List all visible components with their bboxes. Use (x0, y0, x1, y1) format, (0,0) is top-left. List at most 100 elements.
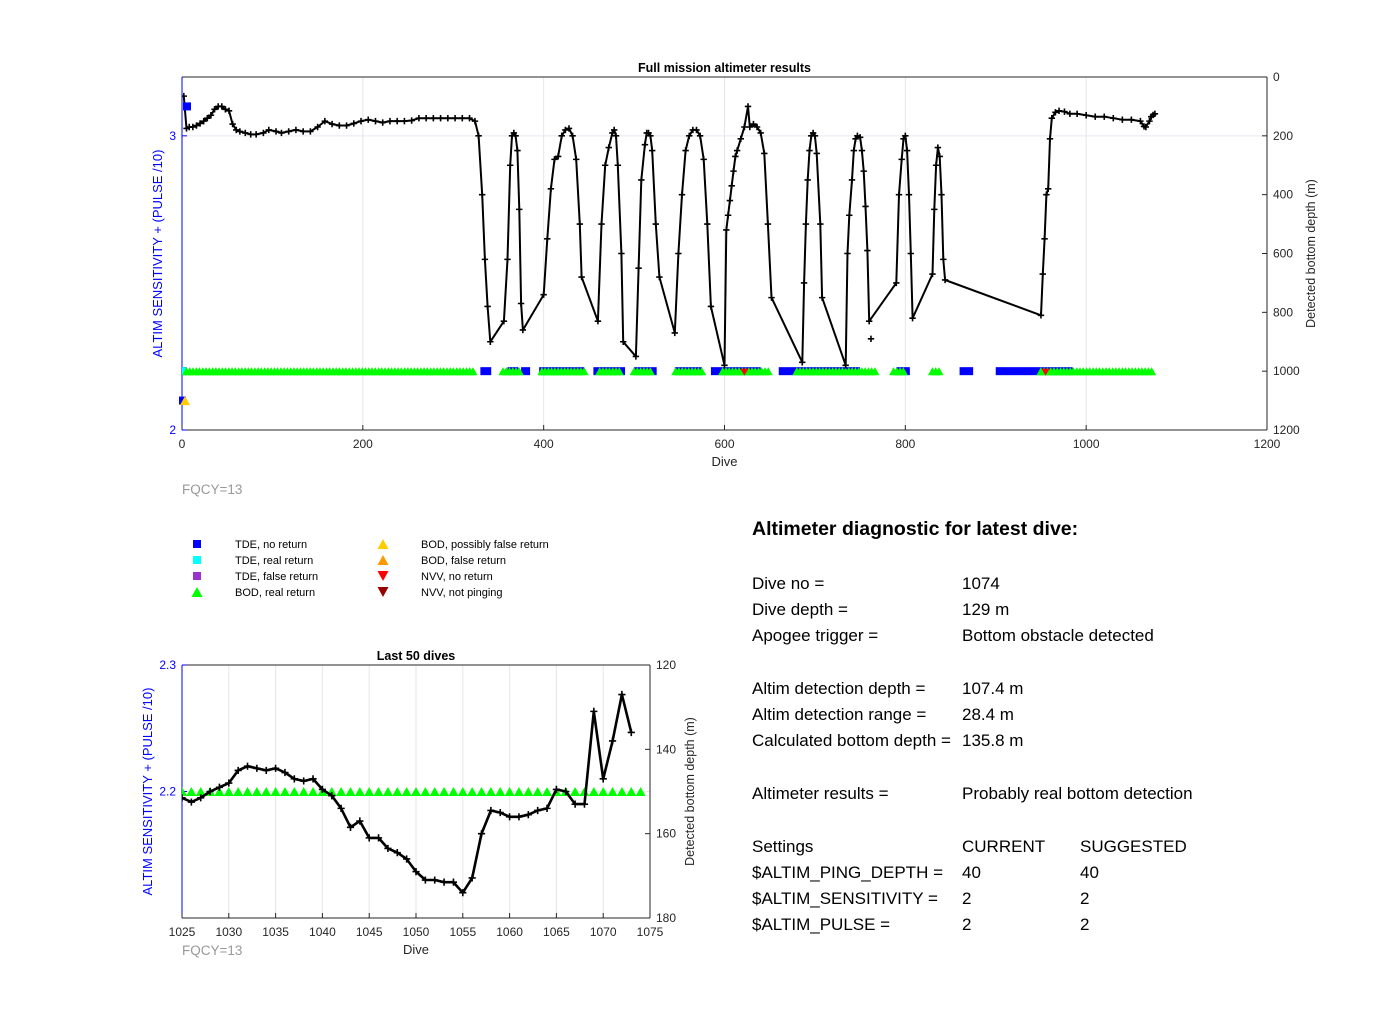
tde-real-return-marker (182, 367, 186, 376)
bod-real-return-marker (468, 367, 478, 376)
bod-real-return-marker (251, 787, 262, 796)
right-tick-label: 600 (1273, 247, 1293, 261)
depth-point-marker (627, 728, 635, 737)
bod-real-return-marker (898, 367, 908, 376)
depth-point-marker (393, 849, 401, 857)
depth-point-marker (236, 128, 244, 135)
depth-point-marker (260, 129, 267, 137)
depth-point-marker (732, 153, 739, 160)
bod-real-return-marker (616, 787, 627, 796)
bod-real-return-marker (934, 367, 944, 376)
chart-title: Full mission altimeter results (638, 61, 811, 75)
depth-point-marker (696, 132, 704, 140)
depth-point-marker (478, 191, 486, 198)
depth-point-marker (477, 830, 486, 838)
bod-real-return-marker (420, 787, 431, 796)
depth-point-marker (471, 117, 479, 125)
depth-point-marker (1082, 112, 1090, 119)
depth-point-marker (265, 126, 272, 134)
depth-point-marker (726, 197, 734, 204)
depth-point-marker (573, 156, 580, 163)
depth-point-marker (817, 220, 824, 228)
bod-real-return-marker (182, 787, 187, 796)
depth-point-marker (233, 126, 240, 134)
x-tick-label: 1000 (1073, 437, 1100, 451)
x-tick-label: 600 (714, 437, 734, 451)
depth-point-marker (862, 203, 869, 210)
plot-area (182, 92, 1159, 376)
settings-label: Settings (752, 837, 814, 856)
bod-real-return-marker (289, 787, 300, 796)
depth-point-marker (516, 206, 523, 213)
depth-point-marker (565, 125, 573, 132)
depth-point-marker (671, 329, 678, 337)
bod-real-return-marker (279, 787, 290, 796)
legend-marker-square (193, 556, 201, 564)
depth-point-marker (421, 876, 429, 884)
depth-point-marker (1044, 185, 1052, 192)
depth-point-marker (1041, 235, 1048, 242)
depth-point-marker (741, 123, 748, 131)
diagnostic-value: 28.4 m (962, 705, 1014, 724)
x-tick-label: 1025 (169, 925, 196, 939)
depth-point-marker (594, 317, 602, 325)
depth-point-marker (1037, 312, 1045, 319)
legend-label: TDE, false return (235, 571, 318, 583)
depth-point-marker (187, 798, 195, 806)
depth-point-marker (484, 303, 491, 310)
depth-point-marker (481, 256, 489, 263)
depth-point-marker (598, 220, 605, 228)
depth-point-marker (543, 804, 551, 812)
x-tick-label: 800 (895, 437, 915, 451)
depth-point-marker (578, 273, 585, 281)
right-tick-label: 1000 (1273, 364, 1300, 378)
depth-point-marker (724, 212, 732, 219)
depth-point-marker (932, 162, 940, 169)
depth-point-marker (850, 147, 857, 154)
x-tick-label: 1050 (403, 925, 430, 939)
depth-point-marker (601, 162, 609, 169)
diagnostic-label: Dive depth = (752, 600, 848, 619)
depth-point-marker (379, 119, 386, 126)
depth-point-marker (804, 176, 811, 184)
depth-point-marker (865, 317, 873, 325)
bod-real-return-marker (411, 787, 421, 796)
diagnostic-label: Dive no = (752, 574, 825, 593)
tde-no-return-marker (778, 367, 806, 376)
depth-point-marker (374, 834, 383, 842)
depth-point-marker (811, 132, 819, 140)
left-tick-label: 2.3 (159, 658, 176, 672)
bod-real-return-marker (261, 787, 272, 796)
depth-point-marker (182, 92, 188, 100)
depth-point-marker (733, 147, 741, 154)
depth-point-marker (704, 220, 711, 228)
depth-point-marker (504, 256, 511, 263)
tde-no-return-marker (521, 367, 531, 376)
depth-point-marker (730, 167, 737, 175)
depth-point-marker (449, 878, 458, 886)
settings-suggested-header: SUGGESTED (1080, 837, 1187, 856)
depth-point-marker (285, 128, 292, 135)
left-axis-label: ALTIM SENSITIVITY + (PULSE /10) (140, 688, 155, 896)
depth-point-marker (1055, 107, 1063, 115)
nvv-no-return-marker (740, 368, 749, 376)
depth-point-marker (682, 147, 689, 154)
bod-real-return-marker (401, 787, 412, 796)
tde-no-return-marker (959, 367, 974, 376)
depth-point-marker (350, 120, 357, 127)
diagnostic-label: Altim detection depth = (752, 679, 926, 698)
depth-point-marker (934, 144, 942, 151)
legend-marker-triangle-up (377, 539, 389, 549)
depth-point-marker (856, 134, 864, 141)
depth-point-marker (728, 182, 735, 190)
legend-marker-triangle-down (377, 571, 389, 581)
depth-point-marker (590, 707, 598, 715)
depth-point-marker (1043, 191, 1050, 198)
depth-point-marker (842, 362, 849, 369)
bod-real-return-marker (532, 787, 543, 796)
diagnostic-value: 107.4 m (962, 679, 1024, 698)
depth-point-marker (707, 303, 715, 310)
bod-real-return-marker (513, 787, 524, 796)
depth-point-marker (519, 326, 527, 334)
left-tick-label: 3 (169, 129, 176, 143)
